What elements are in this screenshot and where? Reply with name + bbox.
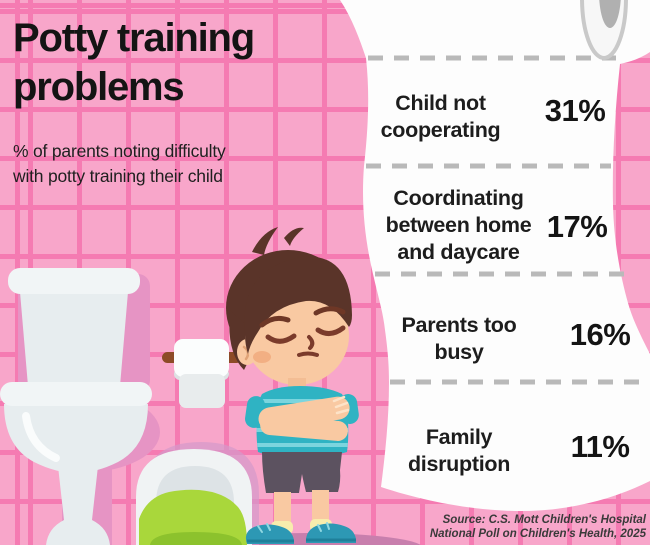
stat-label-family-disruption: Family disruption — [407, 425, 511, 476]
page-subtitle: % of parents noting difficulty with pott… — [13, 141, 226, 186]
stat-value-child-not-cooperating: 31% — [544, 93, 606, 128]
stat-label-parents-too-busy: Parents too busy — [401, 313, 517, 364]
stat-value-family-disruption: 11% — [570, 429, 630, 464]
stat-value-parents-too-busy: 16% — [569, 317, 631, 352]
toilet-paper-holder-illustration — [162, 339, 242, 408]
source-note: Source: C.S. Mott Children's Hospital Na… — [429, 514, 646, 540]
stat-label-coordinating: Coordinating between home and daycare — [385, 186, 532, 264]
toilet-paper-roll-icon — [580, 0, 628, 60]
toilet-paper-banner — [340, 0, 650, 512]
page-title: Potty training problems — [13, 16, 255, 109]
potty-illustration — [136, 442, 259, 545]
stat-label-child-not-cooperating: Child not cooperating — [380, 91, 501, 142]
child-illustration — [226, 227, 359, 544]
stat-value-coordinating: 17% — [546, 209, 608, 244]
dashed-separators — [366, 55, 648, 385]
toilet-illustration — [0, 268, 152, 545]
